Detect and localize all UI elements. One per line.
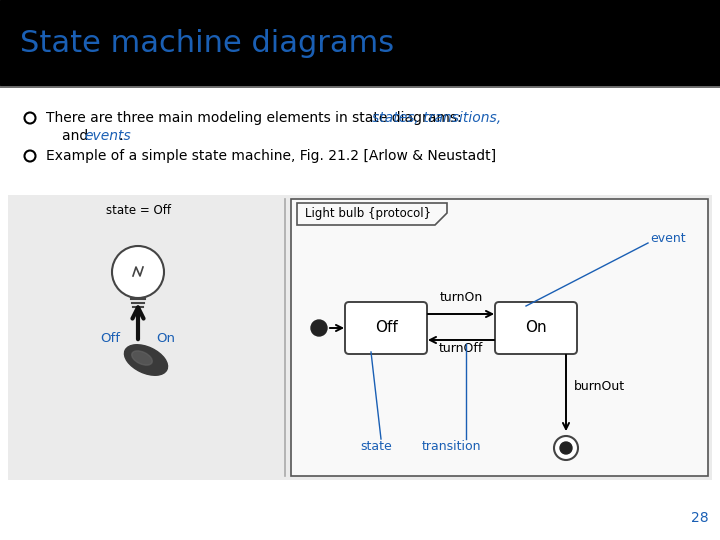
Circle shape [560, 442, 572, 454]
Text: Off: Off [374, 321, 397, 335]
Text: turnOn: turnOn [439, 291, 482, 304]
Text: and: and [62, 129, 93, 143]
Polygon shape [297, 203, 447, 225]
FancyBboxPatch shape [495, 302, 577, 354]
Text: Example of a simple state machine, Fig. 21.2 [Arlow & Neustadt]: Example of a simple state machine, Fig. … [46, 149, 496, 163]
FancyBboxPatch shape [345, 302, 427, 354]
Text: turnOff: turnOff [438, 342, 483, 355]
Text: On: On [156, 332, 176, 345]
Text: states, transitions,: states, transitions, [372, 111, 501, 125]
Circle shape [554, 436, 578, 460]
Circle shape [311, 320, 327, 336]
Bar [8, 195, 712, 480]
Text: On: On [525, 321, 546, 335]
Text: There are three main modeling elements in state diagrams:: There are three main modeling elements i… [46, 111, 466, 125]
Text: 28: 28 [691, 511, 708, 525]
Text: Light bulb {protocol}: Light bulb {protocol} [305, 207, 431, 220]
Circle shape [112, 246, 164, 298]
Ellipse shape [132, 351, 153, 365]
FancyBboxPatch shape [291, 199, 708, 476]
Text: state: state [360, 440, 392, 453]
Text: event: event [650, 233, 685, 246]
Text: events: events [84, 129, 131, 143]
Text: state = Off: state = Off [106, 204, 171, 217]
Text: transition: transition [421, 440, 481, 453]
Text: State machine diagrams: State machine diagrams [20, 29, 394, 57]
Text: burnOut: burnOut [574, 381, 625, 394]
Ellipse shape [125, 345, 168, 375]
Text: .: . [118, 129, 122, 143]
Text: Off: Off [100, 332, 120, 345]
Bar [0, 0, 720, 85]
